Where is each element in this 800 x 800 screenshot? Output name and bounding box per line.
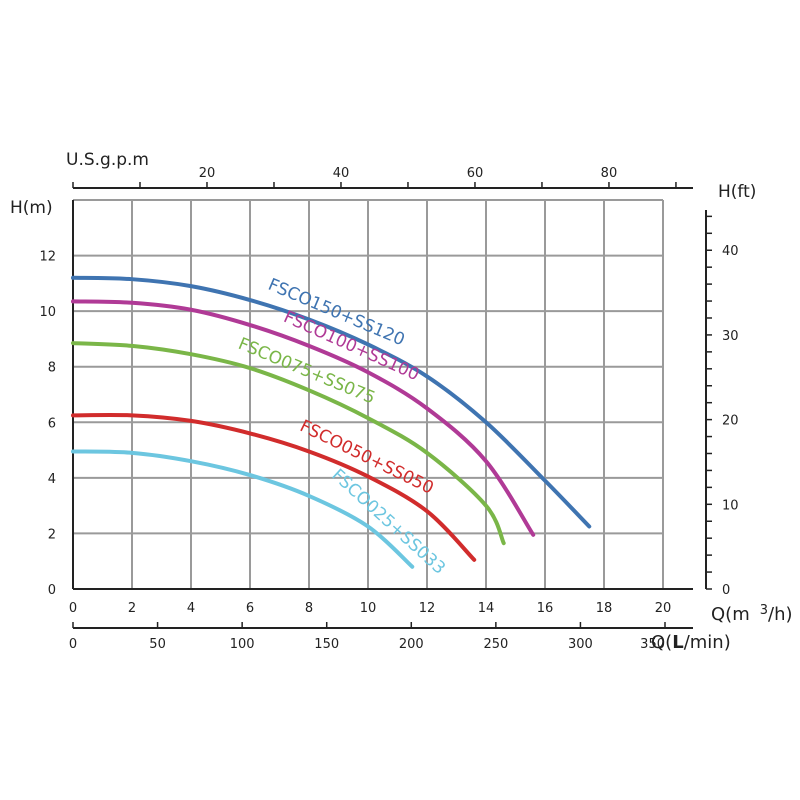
x-axis-title: Q(m 3/h) [711,603,793,625]
lmin-axis-title: Q(L/min) [651,632,731,653]
series-line [71,412,477,562]
gpm-axis-ticks: 20 40 60 80 [72,166,677,188]
y-tick-label: 0 [48,583,56,598]
x-tick-label: 14 [478,601,495,616]
lmin-tick-label: 250 [483,637,508,652]
x-tick-label: 6 [246,601,254,616]
x-axis-title-part1: Q(m [711,604,750,625]
ft-tick-label: 10 [722,498,739,513]
y-tick-label: 6 [48,416,56,431]
ft-axis-ticks: 0 10 20 30 40 [706,215,739,598]
x-tick-label: 4 [187,601,195,616]
lmin-axis-title-part1: Q( [651,632,672,653]
lmin-axis-title-part2: /min) [684,632,731,653]
x-axis-title-sup: 3 [760,603,768,618]
x-tick-label: 2 [128,601,136,616]
x-axis-ticks: 0 2 4 6 8 10 12 14 16 18 20 [69,601,671,616]
lmin-tick-label: 100 [230,637,255,652]
y-tick-label: 8 [48,361,56,376]
ft-tick-label: 30 [722,329,739,344]
y-tick-label: 10 [39,305,56,320]
series-group [71,275,592,569]
lmin-axis-ticks: 0 50 100 150 200 250 300 350 [69,622,666,652]
series-line [71,299,536,537]
lmin-tick-label: 200 [399,637,424,652]
x-axis-title-part2: /h) [768,604,793,625]
gpm-tick-label: 80 [601,166,618,181]
y-tick-label: 12 [39,250,56,265]
series-line [71,449,415,569]
y-axis-ticks: 0 2 4 6 8 10 12 [39,250,56,598]
gpm-tick-label: 20 [199,166,216,181]
gpm-tick-label: 60 [467,166,484,181]
x-tick-label: 0 [69,601,77,616]
ft-tick-label: 0 [722,583,730,598]
ft-axis-title: H(ft) [718,182,756,202]
lmin-tick-label: 0 [69,637,77,652]
gpm-tick-label: 40 [333,166,350,181]
x-tick-label: 20 [655,601,672,616]
lmin-tick-label: 50 [149,637,166,652]
series-label: FSCO050+SS050 [297,416,437,498]
lmin-tick-label: 150 [314,637,339,652]
x-tick-label: 16 [537,601,554,616]
y-axis-title: H(m) [10,198,53,218]
x-tick-label: 8 [305,601,313,616]
x-tick-label: 12 [419,601,436,616]
lmin-tick-label: 300 [568,637,593,652]
ft-tick-label: 40 [722,244,739,259]
ft-tick-label: 20 [722,414,739,429]
y-tick-label: 2 [48,527,56,542]
lmin-tick-label: 350 [640,637,665,652]
series-line [71,341,506,546]
gpm-axis-title: U.S.g.p.m [66,150,149,170]
x-tick-label: 18 [596,601,613,616]
y-tick-label: 4 [48,472,56,487]
x-tick-label: 10 [360,601,377,616]
lmin-axis-title-bold: L [672,632,683,653]
series-line [71,275,592,529]
